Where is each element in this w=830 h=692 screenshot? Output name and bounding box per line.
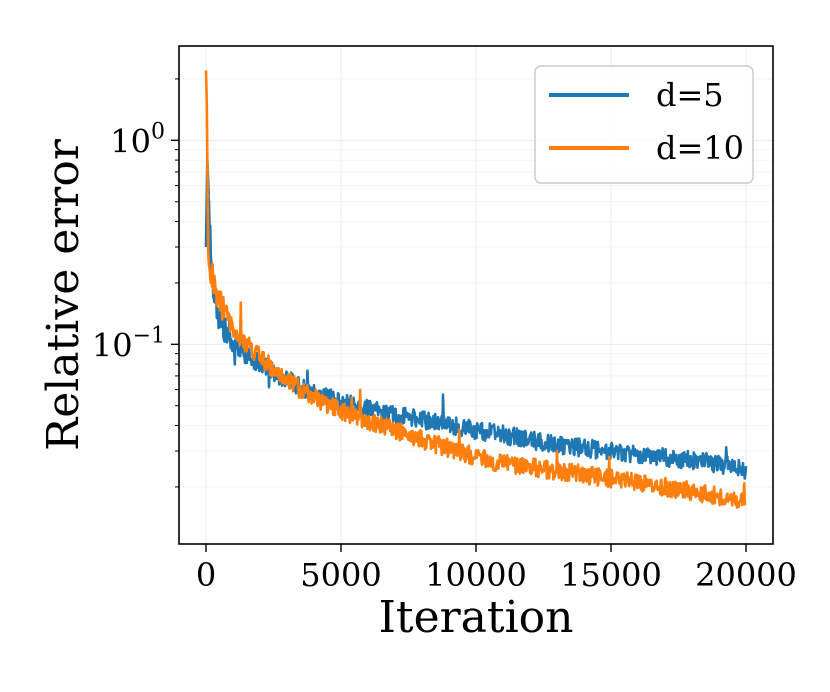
legend: d=5 d=10	[534, 65, 754, 184]
x-axis-label: Iteration	[379, 592, 574, 643]
series-line-d10	[204, 70, 747, 509]
legend-label-d5: d=5	[656, 76, 724, 114]
y-tick-label: 100	[110, 119, 165, 160]
series-lines	[204, 70, 748, 509]
series-line-d5	[204, 158, 748, 480]
y-axis-label: Relative error	[38, 138, 89, 451]
x-tick-label: 10000	[425, 556, 527, 594]
x-tick-label: 15000	[560, 556, 662, 594]
legend-label-d10: d=10	[656, 129, 744, 167]
tick-labels: 0 5000 10000 15000 20000 100 10−1	[92, 119, 797, 594]
x-tick-label: 20000	[695, 556, 797, 594]
y-tick-label: 10−1	[92, 323, 165, 364]
x-tick-label: 0	[196, 556, 216, 594]
axis-ticks	[171, 78, 747, 552]
x-tick-label: 5000	[300, 556, 381, 594]
